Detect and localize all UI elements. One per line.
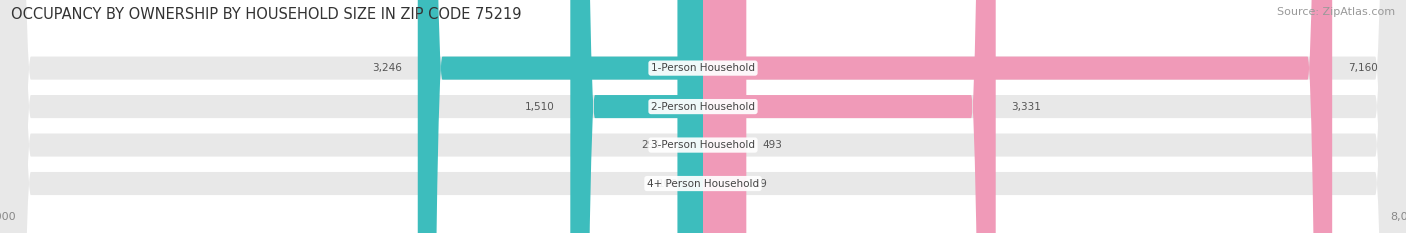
FancyBboxPatch shape bbox=[703, 0, 1333, 233]
FancyBboxPatch shape bbox=[571, 0, 703, 233]
Text: 106: 106 bbox=[658, 178, 678, 188]
FancyBboxPatch shape bbox=[678, 0, 703, 233]
Text: 7,160: 7,160 bbox=[1348, 63, 1378, 73]
Text: 291: 291 bbox=[641, 140, 662, 150]
Text: OCCUPANCY BY OWNERSHIP BY HOUSEHOLD SIZE IN ZIP CODE 75219: OCCUPANCY BY OWNERSHIP BY HOUSEHOLD SIZE… bbox=[11, 7, 522, 22]
FancyBboxPatch shape bbox=[703, 0, 731, 233]
Text: 1-Person Household: 1-Person Household bbox=[651, 63, 755, 73]
Text: Source: ZipAtlas.com: Source: ZipAtlas.com bbox=[1277, 7, 1395, 17]
Text: 319: 319 bbox=[747, 178, 766, 188]
Text: 4+ Person Household: 4+ Person Household bbox=[647, 178, 759, 188]
Text: 3-Person Household: 3-Person Household bbox=[651, 140, 755, 150]
Text: 2-Person Household: 2-Person Household bbox=[651, 102, 755, 112]
FancyBboxPatch shape bbox=[418, 0, 703, 233]
Text: 3,246: 3,246 bbox=[373, 63, 402, 73]
FancyBboxPatch shape bbox=[703, 0, 995, 233]
FancyBboxPatch shape bbox=[703, 0, 747, 233]
Text: 493: 493 bbox=[762, 140, 782, 150]
Text: 3,331: 3,331 bbox=[1011, 102, 1042, 112]
Text: 1,510: 1,510 bbox=[524, 102, 554, 112]
FancyBboxPatch shape bbox=[678, 0, 718, 233]
